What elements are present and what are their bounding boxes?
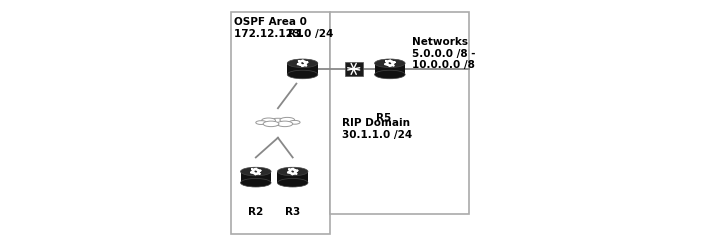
Bar [240, 171, 271, 183]
Ellipse shape [256, 121, 266, 124]
Text: RIP Domain
30.1.1.0 /24: RIP Domain 30.1.1.0 /24 [342, 118, 412, 140]
Ellipse shape [287, 70, 318, 79]
Text: R1: R1 [287, 30, 303, 39]
Ellipse shape [278, 178, 308, 187]
Ellipse shape [261, 118, 275, 123]
Text: R3: R3 [285, 207, 300, 216]
Ellipse shape [287, 59, 318, 68]
Bar [329, 12, 468, 214]
Ellipse shape [240, 178, 271, 187]
Bar [345, 62, 362, 76]
Text: R2: R2 [248, 207, 264, 216]
Text: R5: R5 [376, 113, 391, 123]
Bar [374, 63, 405, 75]
Ellipse shape [278, 167, 308, 176]
Text: OSPF Area 0
172.12.123.0 /24: OSPF Area 0 172.12.123.0 /24 [233, 17, 333, 39]
Ellipse shape [374, 70, 405, 79]
Ellipse shape [290, 120, 300, 124]
Ellipse shape [280, 117, 294, 123]
Ellipse shape [277, 121, 293, 127]
Ellipse shape [263, 121, 279, 127]
Ellipse shape [240, 167, 271, 176]
Ellipse shape [268, 118, 288, 125]
Bar [278, 171, 308, 183]
Text: Networks
5.0.0.0 /8 -
10.0.0.0 /8: Networks 5.0.0.0 /8 - 10.0.0.0 /8 [412, 37, 475, 70]
Bar [287, 63, 318, 75]
Bar [231, 12, 329, 234]
Ellipse shape [374, 59, 405, 68]
